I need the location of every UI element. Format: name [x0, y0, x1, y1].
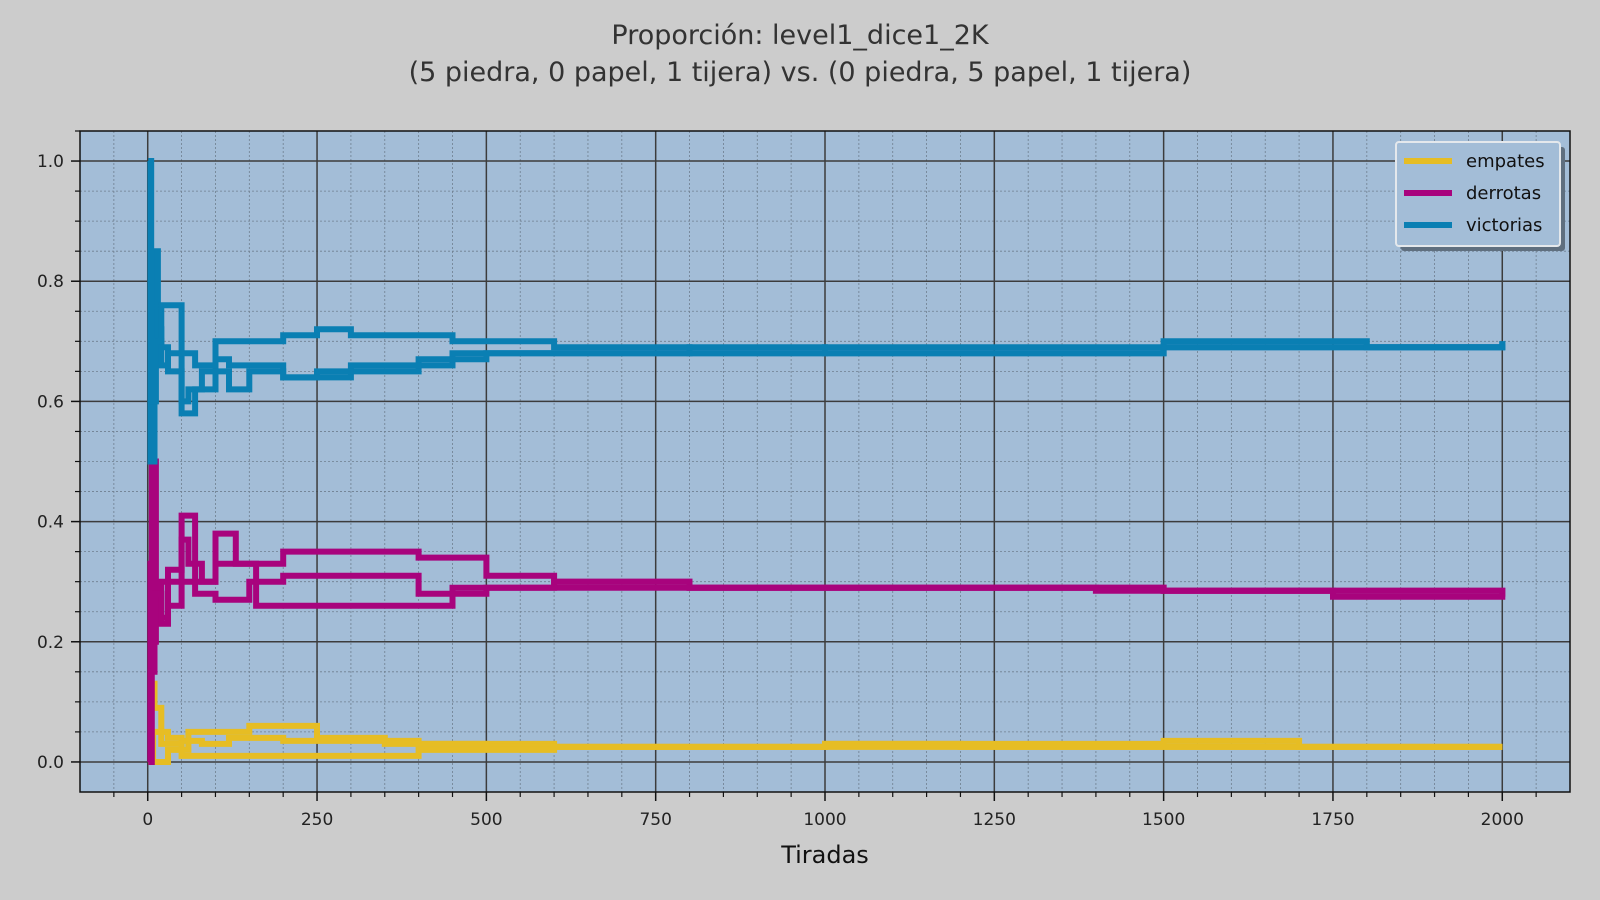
y-tick-label: 0.6: [37, 392, 64, 412]
legend-label-derrotas: derrotas: [1466, 183, 1541, 204]
y-tick-label: 0.2: [37, 633, 64, 653]
x-axis-label: Tiradas: [780, 841, 869, 869]
y-tick-label: 0.0: [37, 753, 64, 773]
x-tick-label: 1000: [803, 810, 846, 830]
legend: empates derrotas victorias: [1395, 141, 1565, 251]
chart-title-line-2: (5 piedra, 0 papel, 1 tijera) vs. (0 pie…: [409, 57, 1192, 88]
series-empates-line-3: [148, 728, 1503, 765]
series-derrotas-line-3: [147, 512, 1506, 765]
series-derrotas: [147, 458, 1506, 765]
y-tick-label: 0.8: [37, 272, 64, 292]
x-tick-label: 250: [301, 810, 333, 830]
x-tick-label: 750: [639, 810, 671, 830]
series-victorias-line-2: [148, 158, 1506, 465]
x-tick-label: 500: [470, 810, 502, 830]
legend-label-victorias: victorias: [1466, 215, 1542, 236]
series-layer: [147, 158, 1506, 765]
chart-title-line-1: Proporción: level1_dice1_2K: [611, 20, 989, 51]
y-tick-label: 1.0: [37, 152, 64, 172]
legend-box: [1395, 141, 1561, 247]
series-victorias: [147, 158, 1506, 465]
series-victorias-line-3: [148, 158, 1506, 405]
legend-label-empates: empates: [1466, 151, 1545, 172]
x-tick-label: 0: [142, 810, 153, 830]
x-tick-label: 2000: [1481, 810, 1524, 830]
x-tick-label: 1250: [973, 810, 1016, 830]
x-tick-label: 1750: [1311, 810, 1354, 830]
y-tick-label: 0.4: [37, 513, 64, 533]
x-tick-label: 1500: [1142, 810, 1185, 830]
major-grid: [80, 131, 1570, 792]
ticks-layer: 0 250 500 750 1000 1250 1500 1750 2000 0.0 0.2 0.4 0…: [37, 130, 1537, 830]
